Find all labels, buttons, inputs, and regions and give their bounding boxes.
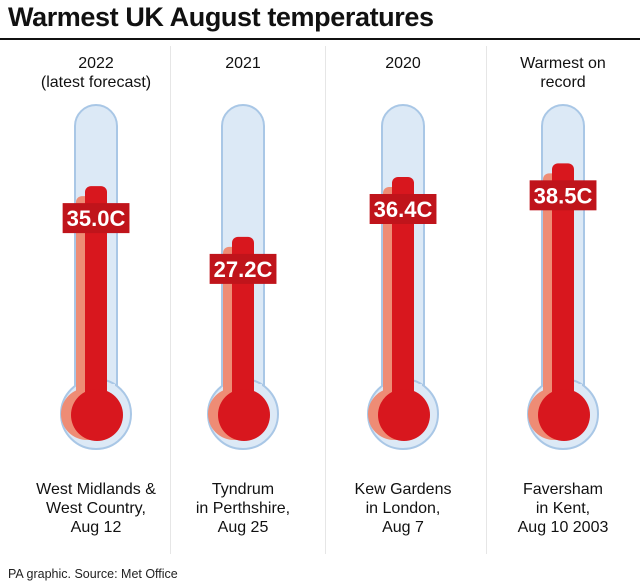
location-label: Kew Gardens in London, Aug 7 (323, 480, 483, 537)
location-line: in London, (365, 500, 441, 517)
location-line: Aug 25 (217, 519, 269, 536)
thermometer: 38.5C (527, 104, 599, 450)
location-label: West Midlands & West Country, Aug 12 (16, 480, 176, 537)
column-heading-line: Warmest on (520, 55, 606, 72)
mercury-bar (552, 163, 574, 414)
column-heading-line: 2022 (78, 55, 114, 72)
location-line: West Country, (46, 500, 146, 517)
value-label: 38.5C (534, 183, 593, 208)
location-line: Tyndrum (211, 481, 275, 498)
location-line: in Kent, (535, 500, 591, 517)
mercury-bar (392, 176, 414, 414)
thermometer: 36.4C (367, 104, 439, 450)
thermometer: 27.2C (207, 104, 279, 450)
column-heading-line: (latest forecast) (40, 74, 152, 91)
title-rule (0, 38, 640, 40)
location-line: West Midlands & (36, 481, 156, 498)
location-line: Kew Gardens (354, 481, 452, 498)
mercury-bulb (71, 389, 123, 441)
column-heading-line: 2020 (385, 55, 421, 72)
value-label: 35.0C (67, 206, 126, 231)
thermometer: 35.0C (60, 104, 132, 450)
location-line: in Perthshire, (195, 500, 291, 517)
source-note: PA graphic. Source: Met Office (8, 567, 178, 581)
location-line: Aug 7 (382, 519, 424, 536)
location-line: Faversham (522, 481, 604, 498)
value-label: 27.2C (214, 257, 273, 282)
column-divider (486, 46, 487, 554)
mercury-bar (85, 186, 107, 414)
column-heading-line: record (540, 74, 586, 91)
column-heading: 2021 (168, 54, 318, 73)
location-label: Faversham in Kent, Aug 10 2003 (483, 480, 640, 537)
location-label: Tyndrum in Perthshire, Aug 25 (163, 480, 323, 537)
value-label-bg (529, 180, 597, 211)
value-label-bg (209, 253, 277, 284)
column-heading: Warmest on record (488, 54, 638, 92)
location-line: Aug 10 2003 (517, 519, 609, 536)
location-line: Aug 12 (70, 519, 122, 536)
value-label: 36.4C (374, 197, 433, 222)
column-divider (325, 46, 326, 554)
value-label-bg (369, 193, 437, 224)
value-label-bg (62, 203, 130, 234)
column-heading-line: 2021 (225, 55, 261, 72)
column-heading: 2022 (latest forecast) (21, 54, 171, 92)
column-divider (170, 46, 171, 554)
column-heading: 2020 (328, 54, 478, 73)
mercury-bulb (538, 389, 590, 441)
mercury-bulb (218, 389, 270, 441)
mercury-bulb (378, 389, 430, 441)
chart-title: Warmest UK August temperatures (8, 2, 434, 32)
